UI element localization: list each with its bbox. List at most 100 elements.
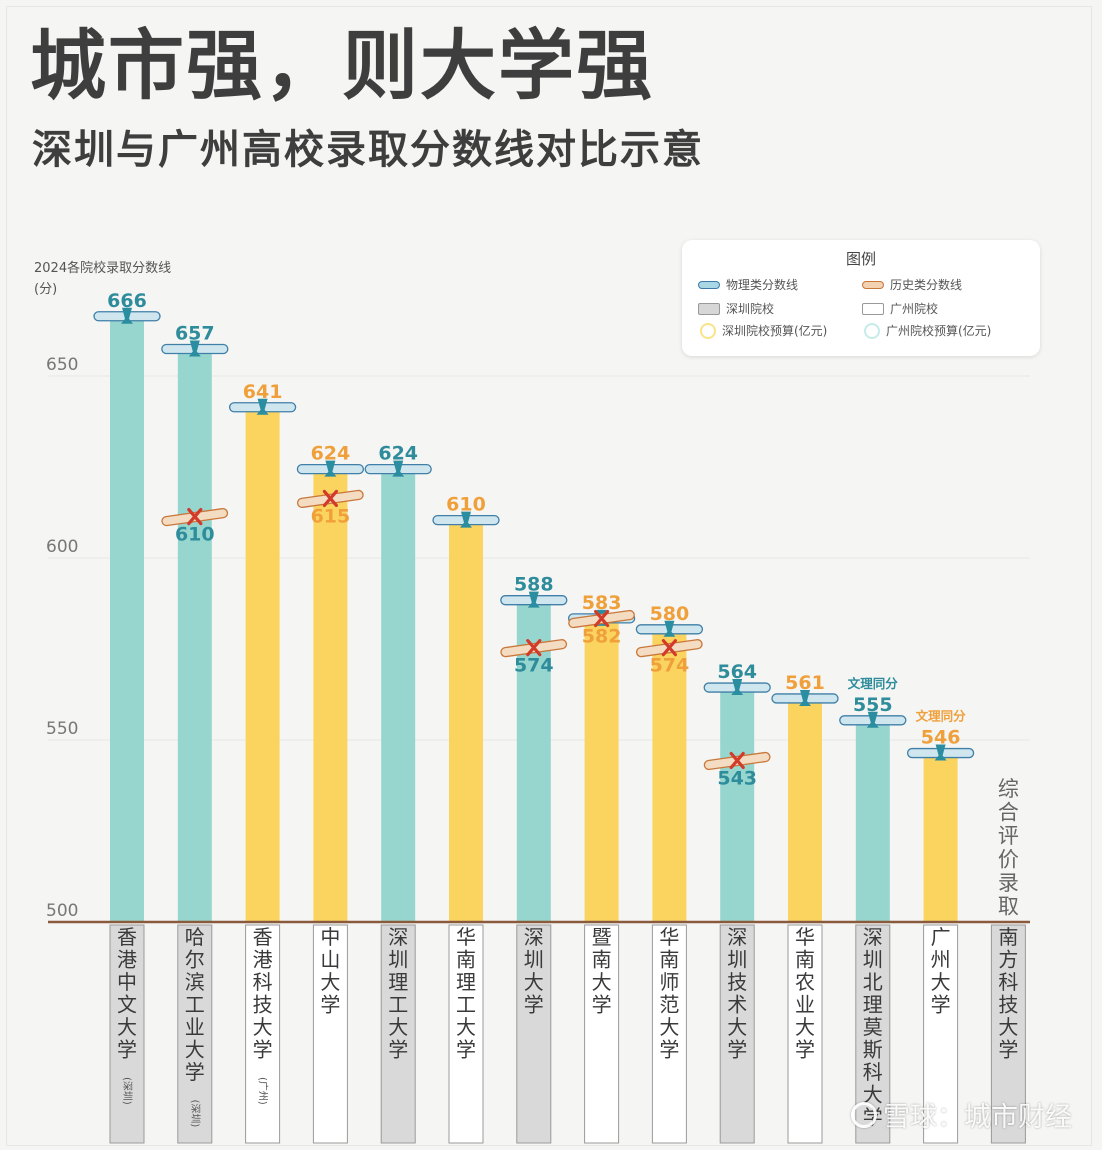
legend-gz-budget-label: 广州院校预算(亿元): [886, 324, 992, 338]
chart-title: 城市强，则大学强: [30, 21, 654, 110]
category-label-char: 范: [659, 993, 679, 1017]
legend-sz-budget-label: 深圳院校预算(亿元): [722, 324, 828, 338]
annotation-char: 录: [998, 871, 1019, 895]
category-label-char: 大: [659, 1015, 679, 1039]
physics-value-label: 657: [175, 323, 215, 345]
legend-gz-school-label: 广州院校: [890, 302, 939, 316]
physics-value-label: 610: [446, 494, 486, 516]
annotation-char: 价: [998, 848, 1019, 872]
category-label-char: 南: [998, 925, 1018, 949]
category-label-char: 南: [795, 948, 815, 972]
history-cross-icon: [526, 639, 542, 657]
annotation-char: 综: [998, 777, 1019, 801]
physics-pin-icon: [324, 460, 337, 477]
category-label-char: 香: [117, 925, 137, 949]
category-label-box: [990, 924, 1026, 1144]
category-label-char: 州: [931, 948, 951, 972]
category-label-char: 学: [253, 1038, 273, 1062]
category-label-box: [448, 924, 484, 1144]
category-label-char: 华: [795, 925, 815, 949]
category-label-box: [177, 924, 213, 1144]
category-label-char: 广: [931, 925, 951, 949]
category-label-char: 香: [253, 925, 273, 949]
category-label-char: 学: [117, 1038, 137, 1062]
physics-bar: [652, 630, 687, 922]
category-label-char: 科: [998, 970, 1018, 994]
category-label-char: 业: [185, 1015, 205, 1039]
history-value-label: 582: [582, 626, 622, 648]
physics-bar: [449, 521, 483, 922]
category-label-char: 学: [524, 993, 544, 1017]
y-axis-title-line1: 2024各院校录取分数线: [34, 261, 172, 276]
physics-bar: [245, 408, 280, 922]
category-label-char: 尔: [185, 948, 205, 972]
y-tick-label: 500: [46, 901, 78, 921]
category-label-char: 北: [863, 970, 883, 994]
category-label-char: 大: [524, 970, 544, 994]
category-label-char: 大: [117, 1015, 137, 1039]
physics-pin-icon: [460, 511, 472, 528]
category-label-char: 工: [456, 993, 476, 1017]
category-label-char: 术: [727, 993, 747, 1017]
category-label-char: 学: [185, 1060, 205, 1084]
category-label-char: 暨: [592, 925, 612, 949]
category-label-char: 业: [795, 993, 815, 1017]
legend-physics-label: 物理类分数线: [726, 278, 799, 292]
physics-pin-icon: [392, 460, 405, 477]
physics-bar: [855, 721, 890, 922]
y-axis-title: 2024各院校录取分数线 (分): [34, 258, 171, 300]
category-label-char: 学: [795, 1038, 815, 1062]
category-label-char: 深: [388, 925, 408, 949]
annotation-char: 评: [998, 824, 1019, 848]
category-label-char: 技: [253, 993, 273, 1017]
legend-history-label: 历史类分数线: [890, 278, 963, 292]
category-label-box: [787, 924, 823, 1144]
category-label-char: 大: [998, 1015, 1018, 1039]
category-label-char: 大: [456, 1015, 476, 1039]
category-label-char: 大: [253, 1015, 273, 1039]
physics-pin-icon: [663, 620, 676, 637]
category-label-char: 大: [863, 1083, 883, 1107]
category-label-char: 哈: [185, 925, 205, 949]
annotation-char: 合: [998, 801, 1019, 825]
physics-value-label: 564: [717, 661, 757, 683]
physics-value-label: 624: [378, 443, 418, 465]
category-label-char: 学: [998, 1038, 1018, 1062]
history-cross-icon: [594, 609, 610, 628]
category-label-char: 学: [931, 993, 951, 1017]
physics-bar: [381, 470, 416, 922]
category-label-char: 南: [659, 948, 679, 972]
gz-budget-circle-icon: [864, 322, 880, 339]
category-label-char: 大: [795, 1015, 815, 1039]
category-label-char: 圳: [388, 948, 408, 972]
category-label-char: 理: [863, 993, 883, 1017]
category-label-char: 师: [659, 970, 679, 994]
physics-value-label: 583: [582, 592, 622, 614]
category-label-char: 学: [659, 1038, 679, 1062]
legend-item-sz-budget: 深圳院校预算(亿元): [700, 322, 827, 339]
physics-value-label: 624: [311, 443, 351, 465]
legend: 图例 物理类分数线 历史类分数线 深圳院校 广州院校 深圳院校预算(亿元) 广州…: [682, 240, 1040, 356]
physics-bar: [177, 350, 212, 922]
history-value-label: 574: [514, 655, 554, 677]
physics-value-label: 666: [107, 290, 147, 312]
physics-bar: [584, 619, 619, 922]
legend-item-sz-school: 深圳院校: [698, 300, 774, 317]
category-label-char: 斯: [863, 1038, 883, 1062]
category-label-char: 圳: [727, 948, 747, 972]
physics-pin-icon: [527, 591, 540, 608]
category-label-char: 技: [998, 993, 1018, 1017]
category-label-box: [312, 924, 348, 1144]
physics-bar: [788, 699, 822, 922]
category-label-char: 农: [795, 970, 815, 994]
legend-sz-school-label: 深圳院校: [726, 302, 775, 316]
category-label-char: 中: [117, 970, 137, 994]
category-label-char: 技: [727, 970, 747, 994]
physics-value-label: 546: [921, 727, 961, 749]
physics-value-label: 588: [514, 574, 554, 596]
history-cross-icon: [187, 508, 203, 526]
category-label-char: 港: [117, 948, 137, 972]
category-label-char: 理: [388, 970, 408, 994]
physics-pin-icon: [256, 398, 269, 415]
